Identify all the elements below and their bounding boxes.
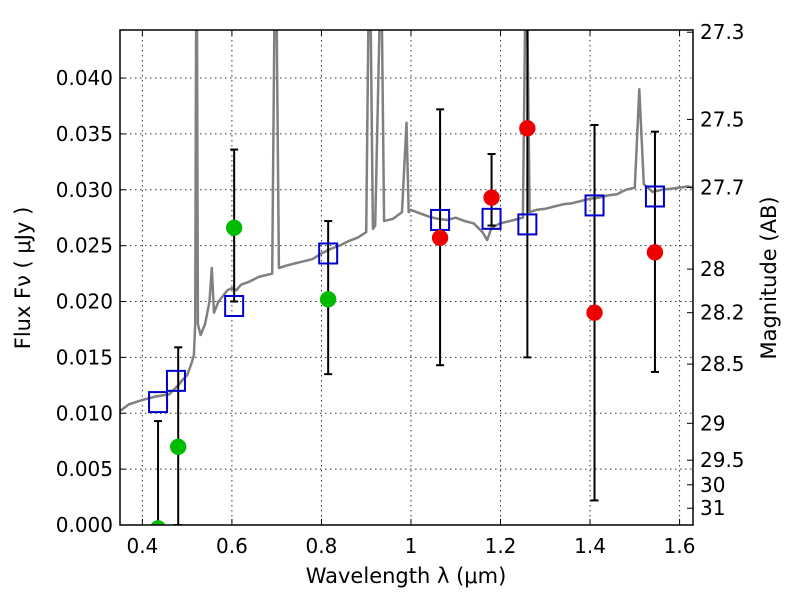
model-square-marker	[165, 369, 186, 392]
mag-tick-label: 29.5	[700, 448, 745, 472]
y-axis-label: Flux Fν ( μJy )	[11, 207, 35, 350]
model-square-marker	[148, 391, 169, 414]
mag-tick-label: 27.7	[700, 176, 745, 200]
grid	[120, 30, 693, 526]
mag-tick-label: 28	[700, 257, 725, 281]
x-tick-label: 0.6	[216, 534, 248, 558]
mag-tick-label: 27.3	[700, 20, 745, 44]
mag-tick-label: 28.2	[700, 301, 745, 325]
y-tick-label: 0.030	[56, 178, 113, 202]
y-tick-label: 0.000	[56, 513, 113, 537]
observed-point-marker	[225, 219, 243, 237]
model-square-marker	[584, 194, 605, 217]
y-tick-label: 0.015	[56, 345, 113, 369]
y-tick-label: 0.035	[56, 122, 113, 146]
x-tick-label: 1	[405, 534, 418, 558]
observed-point-marker	[431, 229, 449, 247]
x-tick-label: 1.6	[664, 534, 696, 558]
right-axis-label: Magnitude (AB)	[757, 196, 781, 359]
y-tick-label: 0.010	[56, 401, 113, 425]
x-tick-label: 1.4	[574, 534, 606, 558]
model-square-marker	[644, 185, 665, 208]
template-spectrum	[120, 30, 693, 413]
x-tick-label: 0.8	[306, 534, 338, 558]
model-square-marker	[224, 294, 245, 317]
y-tick-label: 0.020	[56, 290, 113, 314]
y-tick-label: 0.025	[56, 234, 113, 258]
mag-tick-label: 30	[700, 473, 725, 497]
observed-point-marker	[483, 189, 500, 206]
observed-point-marker	[319, 291, 337, 308]
x-tick-label: 1.2	[485, 534, 517, 558]
mag-tick-label: 28.5	[700, 352, 745, 376]
model-square-marker	[318, 242, 339, 265]
x-tick-label: 0.4	[126, 534, 158, 558]
mag-tick-label: 29	[700, 411, 725, 435]
axis-ticks: 0.4 0.6 0.8 1 1.2 1.4 1.6 0.000 0.005 0.010 0.015 0…	[56, 20, 745, 558]
y-tick-label: 0.005	[56, 457, 113, 481]
observed-point-marker	[519, 120, 536, 137]
spectrum-line	[120, 30, 693, 413]
mag-tick-label: 27.5	[700, 107, 745, 131]
plot-frame	[119, 29, 694, 526]
observed-point-marker	[646, 244, 664, 261]
model-square-marker	[481, 207, 502, 230]
error-bars	[154, 30, 659, 525]
x-axis-label: Wavelength λ (μm)	[306, 564, 507, 588]
data-markers	[148, 120, 665, 525]
model-square-marker	[517, 213, 538, 236]
observed-point-marker	[150, 520, 166, 525]
y-tick-label: 0.040	[56, 66, 113, 90]
observed-point-marker	[169, 438, 187, 456]
mag-tick-label: 31	[700, 496, 725, 520]
observed-point-marker	[586, 304, 603, 321]
